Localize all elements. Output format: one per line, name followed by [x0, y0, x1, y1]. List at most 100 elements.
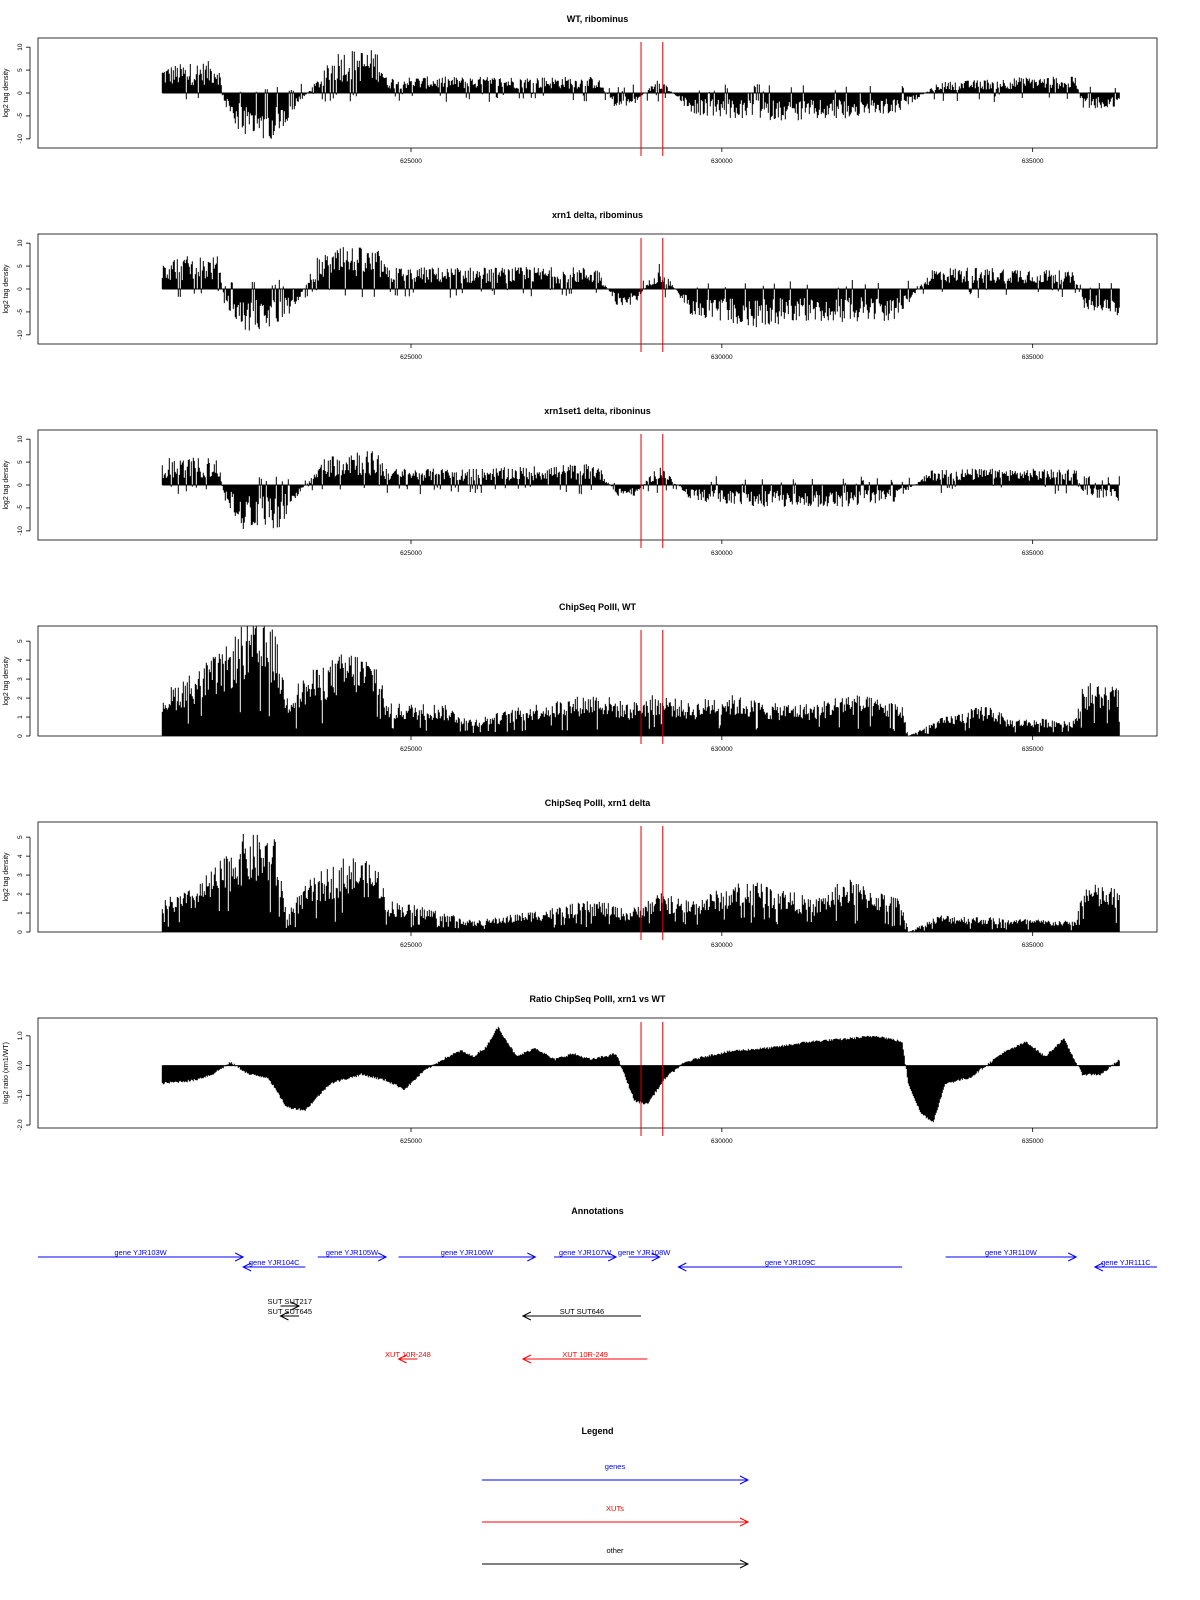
- arrow-head: [739, 1475, 750, 1485]
- gene-label: gene YJR106W: [441, 1248, 494, 1257]
- y-tick-label: 10: [17, 435, 24, 443]
- arrow-head: [234, 1252, 245, 1262]
- other-arrow: [280, 1301, 301, 1311]
- arrow-head: [279, 1311, 289, 1321]
- arrow-head: [397, 1354, 407, 1364]
- panel-6: Ratio ChipSeq PolII, xrn1 vs WT -2.0 -1.0 0…: [3, 994, 1158, 1145]
- x-tick-label: 635000: [1022, 942, 1044, 949]
- y-tick-label: -10: [17, 134, 24, 144]
- gene-arrow: [242, 1262, 306, 1272]
- panel-title: xrn1 delta, ribominus: [552, 210, 643, 220]
- xut-label: XUT 10R-248: [385, 1350, 431, 1359]
- plot-frame: [37, 233, 1158, 345]
- panel-5: ChipSeq PolII, xrn1 delta 0 1 2 3 4 5 log2 tag …: [3, 798, 1158, 949]
- arrow-head: [651, 1252, 661, 1262]
- signal-bars: [161, 247, 1120, 331]
- legend-label: genes: [605, 1462, 626, 1471]
- signal-bars: [161, 451, 1120, 529]
- gene-label: gene YJR107W: [559, 1248, 612, 1257]
- x-tick-label: 630000: [711, 1138, 733, 1145]
- arrow-head: [527, 1252, 537, 1262]
- y-tick-label: 1.0: [17, 1031, 24, 1040]
- y-tick-label: -10: [17, 330, 24, 340]
- xut-arrow: [521, 1354, 648, 1364]
- panel-title: xrn1set1 delta, riboninus: [544, 406, 651, 416]
- y-tick-label: 4: [17, 854, 24, 858]
- legend-arrow-genes: [482, 1475, 750, 1485]
- gene-arrow: [677, 1262, 903, 1272]
- other-label: SUT SUT217: [268, 1297, 312, 1306]
- arrow-head: [521, 1354, 532, 1364]
- plot-frame: [37, 429, 1158, 541]
- arrow-head: [377, 1252, 388, 1262]
- y-tick-label: -5: [17, 505, 24, 511]
- y-axis-label: log2 tag density: [3, 68, 10, 118]
- legend-label: other: [606, 1546, 624, 1555]
- y-axis-label: log2 tag density: [3, 460, 10, 510]
- signal-bars: [161, 1026, 1120, 1123]
- arrow-head: [1093, 1262, 1104, 1272]
- gene-arrow: [398, 1252, 537, 1262]
- y-tick-label: 0.0: [17, 1061, 24, 1070]
- x-tick-label: 630000: [711, 942, 733, 949]
- panel-title: WT, ribominus: [567, 14, 629, 24]
- x-tick-label: 625000: [400, 354, 422, 361]
- y-tick-label: 5: [17, 639, 24, 643]
- y-axis-label: log2 tag density: [3, 656, 10, 706]
- gene-label: gene YJR104C: [249, 1258, 300, 1267]
- legend-title: Legend: [581, 1426, 613, 1436]
- y-tick-label: 0: [17, 483, 24, 487]
- plot-frame: [37, 37, 1158, 149]
- y-tick-label: 5: [17, 460, 24, 464]
- x-tick-label: 630000: [711, 550, 733, 557]
- y-tick-label: -1.0: [17, 1089, 24, 1101]
- arrow-head: [739, 1559, 750, 1569]
- signal-bars: [161, 50, 1120, 139]
- other-arrow: [521, 1311, 642, 1321]
- arrow-head: [739, 1517, 750, 1527]
- other-arrow: [279, 1311, 300, 1321]
- gene-label: gene YJR111C: [1101, 1258, 1151, 1267]
- panel-title: Ratio ChipSeq PolII, xrn1 vs WT: [529, 994, 666, 1004]
- panel-2: xrn1 delta, ribominus -10 -5 0 5 10 log2 tag d…: [3, 210, 1158, 361]
- y-tick-label: 5: [17, 835, 24, 839]
- xut-arrow: [397, 1354, 418, 1364]
- legend: Legend genes XUTs other: [482, 1426, 750, 1569]
- x-tick-label: 625000: [400, 1138, 422, 1145]
- gene-arrow: [945, 1252, 1078, 1262]
- x-tick-label: 630000: [711, 746, 733, 753]
- x-tick-label: 635000: [1022, 550, 1044, 557]
- signal-bars: [161, 626, 1120, 736]
- arrow-head: [290, 1301, 301, 1311]
- plot-frame: [37, 1017, 1158, 1129]
- y-tick-label: 4: [17, 658, 24, 662]
- arrow-head: [1067, 1252, 1078, 1262]
- gene-arrow: [1093, 1262, 1157, 1272]
- y-tick-label: 10: [17, 239, 24, 247]
- gene-label: gene YJR105W: [326, 1248, 379, 1257]
- gene-label: gene YJR110W: [985, 1248, 1038, 1257]
- signal-bars: [161, 834, 1120, 932]
- panel-3: xrn1set1 delta, riboninus -10 -5 0 5 10 log2 t…: [3, 406, 1158, 557]
- arrow-head: [521, 1311, 532, 1321]
- panel-1: WT, ribominus -10 -5 0 5 10 log2 tag density 62…: [3, 14, 1158, 165]
- gene-arrow: [628, 1252, 661, 1262]
- y-tick-label: 1: [17, 715, 24, 719]
- y-axis-label: log2 tag density: [3, 264, 10, 314]
- gene-label: gene YJR108W: [618, 1248, 671, 1257]
- arrow-head: [242, 1262, 252, 1272]
- gene-label: gene YJR103W: [114, 1248, 167, 1257]
- y-tick-label: 5: [17, 68, 24, 72]
- x-tick-label: 625000: [400, 942, 422, 949]
- gene-arrow: [553, 1252, 618, 1262]
- y-tick-label: 1: [17, 911, 24, 915]
- y-tick-label: 0: [17, 91, 24, 95]
- y-tick-label: -5: [17, 113, 24, 119]
- x-tick-label: 635000: [1022, 158, 1044, 165]
- y-tick-label: 0: [17, 734, 24, 738]
- y-tick-label: 5: [17, 264, 24, 268]
- panel-title: ChipSeq PolII, WT: [559, 602, 636, 612]
- y-axis-label: log2 tag density: [3, 852, 10, 902]
- other-label: SUT SUT645: [268, 1307, 312, 1316]
